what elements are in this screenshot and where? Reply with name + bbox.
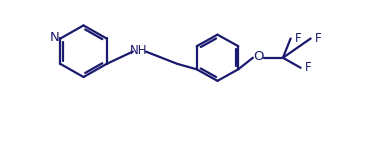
Text: O: O [253,51,264,63]
Text: F: F [315,32,321,45]
Text: F: F [304,61,311,74]
Text: NH: NH [130,44,148,57]
Text: F: F [295,32,301,45]
Text: N: N [50,31,59,44]
